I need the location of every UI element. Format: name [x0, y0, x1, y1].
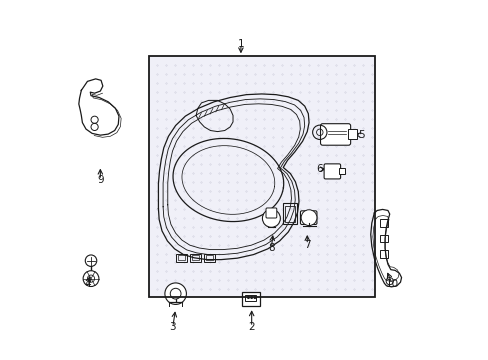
Circle shape: [85, 255, 97, 266]
Text: 8: 8: [267, 243, 274, 253]
Bar: [379, 250, 387, 258]
Bar: [379, 220, 387, 227]
FancyBboxPatch shape: [300, 211, 316, 225]
Text: 4: 4: [84, 279, 91, 289]
Text: 1: 1: [237, 39, 244, 49]
Circle shape: [164, 283, 186, 305]
Circle shape: [246, 296, 249, 299]
Bar: [244, 295, 255, 301]
Bar: [178, 255, 185, 260]
FancyBboxPatch shape: [320, 124, 350, 145]
Circle shape: [301, 210, 316, 226]
Bar: [176, 254, 187, 262]
Circle shape: [262, 210, 280, 227]
Bar: [190, 254, 201, 262]
Bar: [204, 254, 215, 262]
FancyBboxPatch shape: [347, 129, 356, 139]
Bar: [285, 206, 294, 222]
Text: 10: 10: [385, 279, 398, 289]
Circle shape: [87, 275, 94, 282]
Circle shape: [250, 296, 253, 299]
Text: 9: 9: [97, 175, 103, 185]
Bar: [149, 56, 375, 297]
Circle shape: [253, 296, 256, 299]
Circle shape: [170, 288, 181, 299]
Bar: [283, 203, 296, 224]
Bar: [379, 234, 387, 242]
FancyBboxPatch shape: [324, 164, 340, 179]
Text: 5: 5: [357, 130, 364, 140]
Text: 2: 2: [248, 322, 254, 332]
Bar: [149, 56, 375, 297]
Text: 6: 6: [316, 164, 323, 174]
Bar: [241, 292, 259, 306]
Bar: [206, 255, 213, 260]
Circle shape: [83, 271, 99, 287]
FancyBboxPatch shape: [265, 208, 276, 218]
Text: 3: 3: [169, 322, 176, 332]
Bar: [339, 168, 344, 174]
Text: 7: 7: [304, 239, 310, 249]
Bar: [191, 255, 199, 260]
